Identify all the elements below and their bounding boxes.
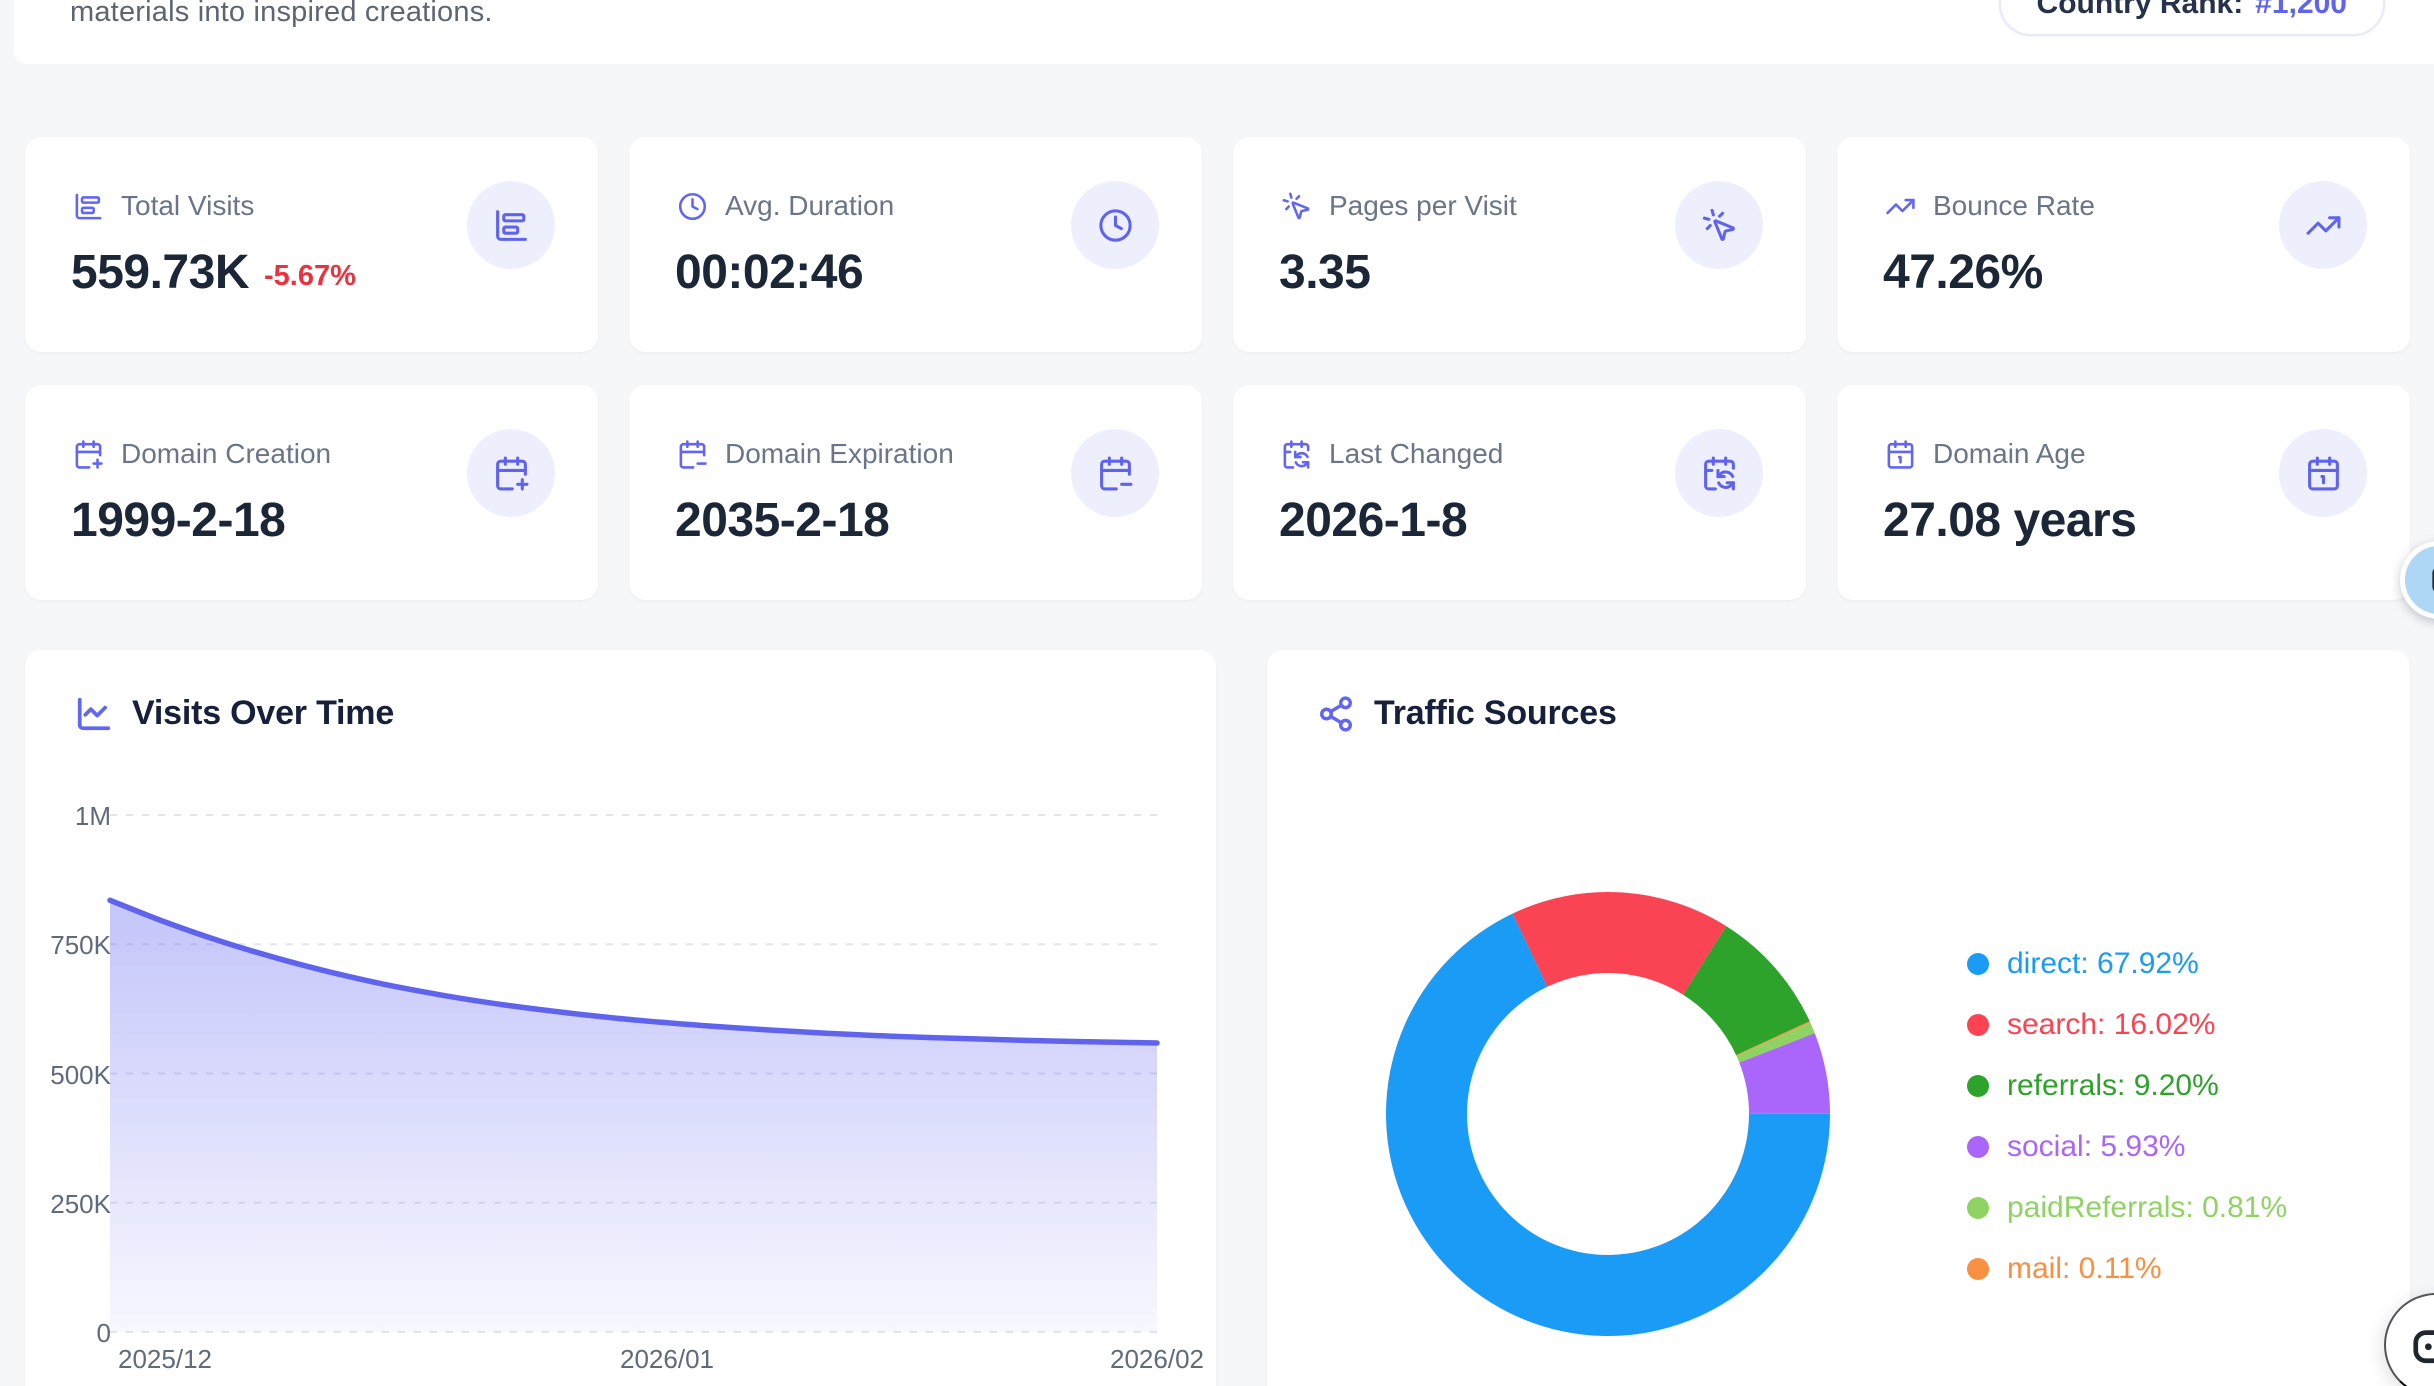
widget-icon bbox=[2419, 560, 2434, 600]
stat-value: 00:02:46 bbox=[675, 246, 864, 299]
stat-value: 559.73K bbox=[71, 246, 249, 299]
trending-up-icon bbox=[1885, 191, 1916, 222]
stat-card-domain-age: Domain Age 27.08 years bbox=[1837, 385, 2410, 600]
legend-item-search[interactable]: search: 16.02% bbox=[1967, 994, 2287, 1055]
legend-dot bbox=[1967, 1013, 1989, 1036]
chat-bot-icon bbox=[2409, 1318, 2434, 1372]
legend-label: social: 5.93% bbox=[2007, 1129, 2186, 1163]
legend-item-social[interactable]: social: 5.93% bbox=[1967, 1116, 2287, 1177]
site-description: materials into inspired creations. bbox=[70, 0, 493, 28]
traffic-chart-header: Traffic Sources bbox=[1317, 694, 1617, 733]
country-rank-value: #1,200 bbox=[2255, 0, 2347, 20]
stat-value: 1999-2-18 bbox=[71, 494, 286, 547]
calendar-1-icon bbox=[2279, 429, 2367, 517]
visits-over-time-card: Visits Over Time 1M 750K 500K 250K 0 2025/12 2… bbox=[25, 650, 1216, 1386]
stat-card-bounce-rate: Bounce Rate 47.26% bbox=[1837, 137, 2410, 352]
country-rank-label: Country Rank: bbox=[2036, 0, 2244, 20]
traffic-legend: direct: 67.92% search: 16.02% referrals: 9… bbox=[1967, 933, 2287, 1299]
stat-label: Total Visits bbox=[121, 190, 255, 221]
chart-line-icon bbox=[75, 695, 113, 733]
stat-label: Avg. Duration bbox=[725, 190, 895, 221]
stat-label: Domain Age bbox=[1933, 438, 2086, 469]
calendar-minus-icon bbox=[677, 439, 708, 470]
stat-card-avg-duration: Avg. Duration 00:02:46 bbox=[629, 137, 1202, 352]
calendar-minus-icon bbox=[1071, 429, 1159, 517]
pointer-click-icon bbox=[1281, 191, 1312, 222]
donut-slice-search[interactable] bbox=[1512, 892, 1727, 995]
pointer-click-icon bbox=[1675, 181, 1763, 269]
donut-slice-direct[interactable] bbox=[1386, 913, 1830, 1337]
share-icon bbox=[1317, 695, 1355, 733]
y-axis-tick: 500K bbox=[50, 1059, 111, 1090]
stat-value: 47.26% bbox=[1883, 246, 2043, 299]
y-axis-tick: 250K bbox=[50, 1188, 111, 1219]
stat-change: -5.67% bbox=[263, 260, 356, 292]
legend-dot bbox=[1967, 952, 1989, 975]
calendar-sync-icon bbox=[1281, 439, 1312, 470]
stat-value: 2035-2-18 bbox=[675, 494, 890, 547]
donut-slice-referrals[interactable] bbox=[1683, 926, 1810, 1056]
clock-icon bbox=[1071, 181, 1159, 269]
calendar-1-icon bbox=[1885, 439, 1916, 470]
legend-item-referrals[interactable]: referrals: 9.20% bbox=[1967, 1055, 2287, 1116]
bar-chart-icon bbox=[467, 181, 555, 269]
stat-card-domain-expiration: Domain Expiration 2035-2-18 bbox=[629, 385, 1202, 600]
legend-label: paidReferrals: 0.81% bbox=[2007, 1190, 2288, 1224]
stat-label: Domain Expiration bbox=[725, 438, 954, 469]
stat-card-total-visits: Total Visits 559.73K -5.67% bbox=[25, 137, 598, 352]
country-rank-button[interactable]: Country Rank: #1,200 bbox=[1998, 0, 2385, 36]
stat-card-pages-per-visit: Pages per Visit 3.35 bbox=[1233, 137, 1806, 352]
stat-label: Domain Creation bbox=[121, 438, 332, 469]
legend-dot bbox=[1967, 1196, 1989, 1219]
stat-value: 27.08 years bbox=[1883, 494, 2137, 547]
stat-value: 3.35 bbox=[1279, 246, 1371, 299]
donut-slice-social[interactable] bbox=[1739, 1033, 1830, 1114]
stat-card-last-changed: Last Changed 2026-1-8 bbox=[1233, 385, 1806, 600]
bar-chart-icon bbox=[73, 191, 104, 222]
visits-chart-title: Visits Over Time bbox=[132, 694, 395, 732]
donut-slice-mail[interactable] bbox=[1736, 1021, 1811, 1056]
x-axis-tick: 2026/01 bbox=[620, 1344, 714, 1374]
legend-dot bbox=[1967, 1135, 1989, 1158]
stat-card-domain-creation: Domain Creation 1999-2-18 bbox=[25, 385, 598, 600]
legend-label: search: 16.02% bbox=[2007, 1007, 2216, 1041]
x-axis-tick: 2025/12 bbox=[118, 1344, 212, 1374]
clock-icon bbox=[677, 191, 708, 222]
legend-item-paidReferrals[interactable]: paidReferrals: 0.81% bbox=[1967, 1177, 2287, 1238]
calendar-plus-icon bbox=[467, 429, 555, 517]
legend-dot bbox=[1967, 1257, 1989, 1280]
y-axis-tick: 750K bbox=[50, 930, 111, 961]
stat-label: Last Changed bbox=[1329, 438, 1504, 469]
traffic-sources-card: Traffic Sources direct: 67.92% search: 16… bbox=[1267, 650, 2410, 1386]
trending-up-icon bbox=[2279, 181, 2367, 269]
stat-label: Bounce Rate bbox=[1933, 190, 2095, 221]
legend-label: referrals: 9.20% bbox=[2007, 1068, 2219, 1102]
legend-dot bbox=[1967, 1074, 1989, 1097]
stats-grid: Total Visits 559.73K -5.67% Avg. Duration 00… bbox=[25, 137, 2410, 600]
x-axis-tick: 2026/02 bbox=[1110, 1344, 1204, 1374]
legend-item-direct[interactable]: direct: 67.92% bbox=[1967, 933, 2287, 994]
calendar-sync-icon bbox=[1675, 429, 1763, 517]
y-axis-tick: 0 bbox=[96, 1318, 111, 1348]
calendar-plus-icon bbox=[73, 439, 104, 470]
y-axis-tick: 1M bbox=[74, 801, 111, 831]
legend-label: direct: 67.92% bbox=[2007, 946, 2199, 980]
donut-slice-paidReferrals[interactable] bbox=[1736, 1022, 1815, 1063]
visits-chart-header: Visits Over Time bbox=[75, 694, 394, 733]
legend-item-mail[interactable]: mail: 0.11% bbox=[1967, 1238, 2287, 1299]
stat-value: 2026-1-8 bbox=[1279, 494, 1468, 547]
legend-label: mail: 0.11% bbox=[2007, 1251, 2162, 1285]
traffic-chart-title: Traffic Sources bbox=[1374, 694, 1617, 732]
stat-label: Pages per Visit bbox=[1329, 190, 1517, 221]
